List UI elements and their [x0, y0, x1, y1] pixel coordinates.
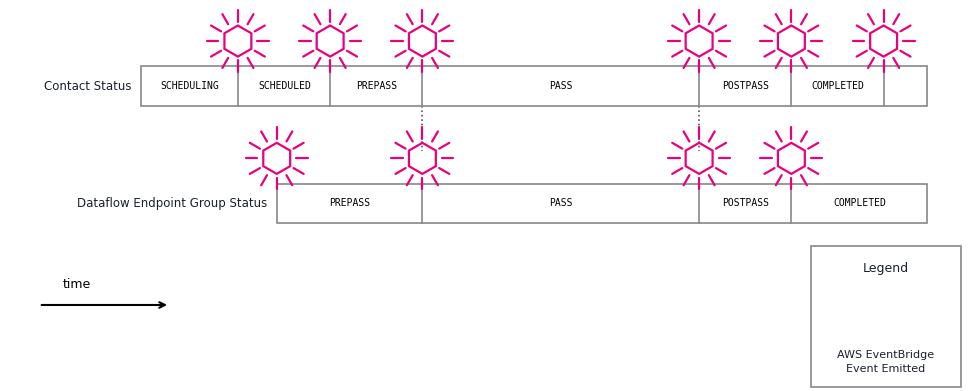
Text: SCHEDULING: SCHEDULING — [160, 81, 218, 91]
Text: time: time — [63, 278, 91, 291]
Text: AWS EventBridge
Event Emitted: AWS EventBridge Event Emitted — [837, 350, 935, 374]
Text: PASS: PASS — [550, 81, 573, 91]
Bar — [141, 66, 927, 106]
Text: Dataflow Endpoint Group Status: Dataflow Endpoint Group Status — [77, 197, 267, 210]
Text: Legend: Legend — [863, 262, 909, 275]
Text: PASS: PASS — [550, 198, 573, 208]
Text: SCHEDULED: SCHEDULED — [258, 81, 311, 91]
Text: Contact Status: Contact Status — [44, 79, 131, 93]
Text: POSTPASS: POSTPASS — [722, 81, 769, 91]
Text: COMPLETED: COMPLETED — [833, 198, 886, 208]
Text: PREPASS: PREPASS — [329, 198, 370, 208]
Text: POSTPASS: POSTPASS — [722, 198, 769, 208]
Bar — [811, 246, 961, 387]
Text: PREPASS: PREPASS — [356, 81, 397, 91]
Text: COMPLETED: COMPLETED — [812, 81, 864, 91]
Bar — [277, 184, 927, 223]
